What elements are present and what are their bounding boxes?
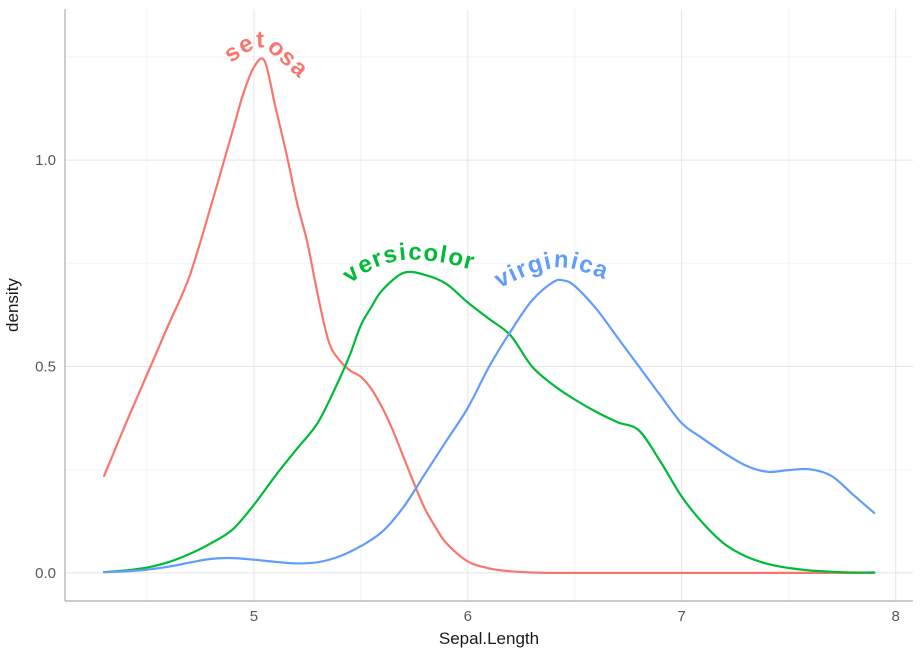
x-tick-label: 6 [464, 608, 472, 625]
x-axis-title: Sepal.Length [439, 629, 539, 648]
x-tick-label: 8 [892, 608, 900, 625]
x-tick-label: 7 [678, 608, 686, 625]
density-curve-versicolor [103, 270, 876, 574]
density-curve-virginica [103, 278, 876, 574]
y-tick-label: 0.5 [35, 359, 56, 376]
x-tick-label: 5 [250, 608, 258, 625]
density-curve-setosa [103, 57, 876, 575]
y-tick-label: 0.0 [35, 565, 56, 582]
panel-background [65, 9, 913, 601]
y-tick-label: 1.0 [35, 152, 56, 169]
y-axis-title: density [3, 278, 22, 332]
